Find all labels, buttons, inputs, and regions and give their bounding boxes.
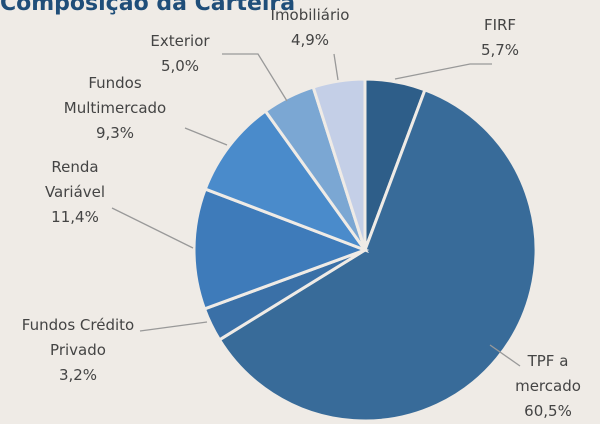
leader-line [394, 63, 492, 80]
value-label: 5,0% [161, 57, 199, 75]
pie-slice [203, 108, 370, 254]
slice-label: FIRF [484, 16, 516, 34]
pie-slice [311, 77, 367, 251]
pie-slice [192, 187, 370, 311]
slice-label: Fundos Crédito Privado [22, 316, 134, 359]
leader-line [139, 321, 208, 332]
value-label: 9,3% [96, 124, 134, 142]
leader-line [489, 344, 521, 367]
label-line: Fundos Crédito [22, 316, 134, 334]
label-line: Fundos [88, 74, 142, 92]
pie-slice [217, 87, 538, 423]
value-label: 60,5% [524, 402, 572, 420]
value-label: 5,7% [481, 41, 519, 59]
label-line: Imobiliário [271, 6, 350, 24]
slice-label: Exterior [150, 32, 210, 50]
label-line: Privado [50, 341, 106, 359]
slice-label: TPF a mercado [515, 352, 581, 395]
leader-line [333, 53, 339, 81]
value-label: 3,2% [59, 366, 97, 384]
value-label: 11,4% [51, 208, 99, 226]
label-line: Renda [51, 158, 98, 176]
leader-line [222, 53, 288, 102]
label-line: Exterior [150, 32, 210, 50]
slice-label: Fundos Multimercado [64, 74, 166, 117]
leader-line [184, 127, 228, 146]
slice-label: Imobiliário [271, 6, 350, 24]
label-line: Multimercado [64, 99, 166, 117]
label-line: Variável [45, 183, 105, 201]
leader-line [111, 207, 194, 249]
label-line: TPF a [527, 352, 569, 370]
chart-title: Composição da Carteira [0, 0, 295, 16]
label-line: FIRF [484, 16, 516, 34]
slice-label: Renda Variável [45, 158, 105, 201]
value-label: 4,9% [291, 31, 329, 49]
label-line: mercado [515, 377, 581, 395]
